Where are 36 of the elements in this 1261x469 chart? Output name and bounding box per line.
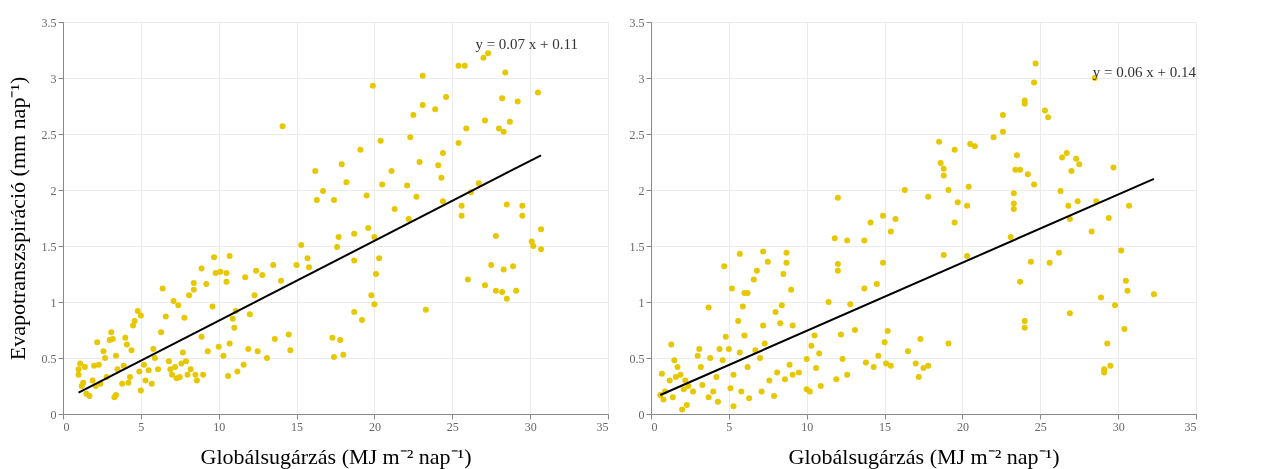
x-tick-label: 35 <box>596 419 609 434</box>
annotation: y = 0.07 x + 0.11 <box>475 36 578 52</box>
y-tick-label: 0 <box>50 407 57 422</box>
x-tick-label: 10 <box>213 419 226 434</box>
y-tick-label: 0.5 <box>41 351 57 366</box>
x-tick-label: 30 <box>524 419 537 434</box>
y-tick-label: 3.5 <box>41 15 57 30</box>
y-tick-label: 2.5 <box>629 127 645 142</box>
x-axis-title: Globálsugárzás (MJ m⁻² nap⁻¹) <box>200 443 472 469</box>
x-tick-label: 5 <box>726 419 733 434</box>
y-tick-label: 2 <box>638 183 645 198</box>
y-axis-title: Evapotranszspiráció (mm nap⁻¹) <box>4 76 30 361</box>
y-tick-label: 3 <box>638 71 645 86</box>
x-tick-label: 0 <box>63 419 70 434</box>
y-tick-label: 2.5 <box>41 127 57 142</box>
y-tick-label: 1 <box>638 295 645 310</box>
y-tick-label: 1.5 <box>41 239 57 254</box>
y-tick-label: 3 <box>50 71 57 86</box>
x-tick-label: 5 <box>138 419 145 434</box>
x-tick-label: 30 <box>1112 419 1125 434</box>
y-tick-label: 1.5 <box>629 239 645 254</box>
y-tick-label: 1 <box>50 295 57 310</box>
y-tick-label: 2 <box>50 183 57 198</box>
x-tick-label: 20 <box>368 419 381 434</box>
x-tick-label: 10 <box>801 419 814 434</box>
x-tick-label: 15 <box>291 419 304 434</box>
y-tick-label: 0.5 <box>629 351 645 366</box>
x-axis-title: Globálsugárzás (MJ m⁻² nap⁻¹) <box>788 443 1060 469</box>
x-tick-label: 15 <box>879 419 892 434</box>
x-tick-label: 0 <box>651 419 658 434</box>
x-tick-label: 25 <box>1034 419 1047 434</box>
x-tick-label: 20 <box>956 419 969 434</box>
x-tick-label: 35 <box>1184 419 1197 434</box>
y-tick-label: 0 <box>638 407 645 422</box>
y-tick-label: 3.5 <box>629 15 645 30</box>
x-tick-label: 25 <box>446 419 459 434</box>
